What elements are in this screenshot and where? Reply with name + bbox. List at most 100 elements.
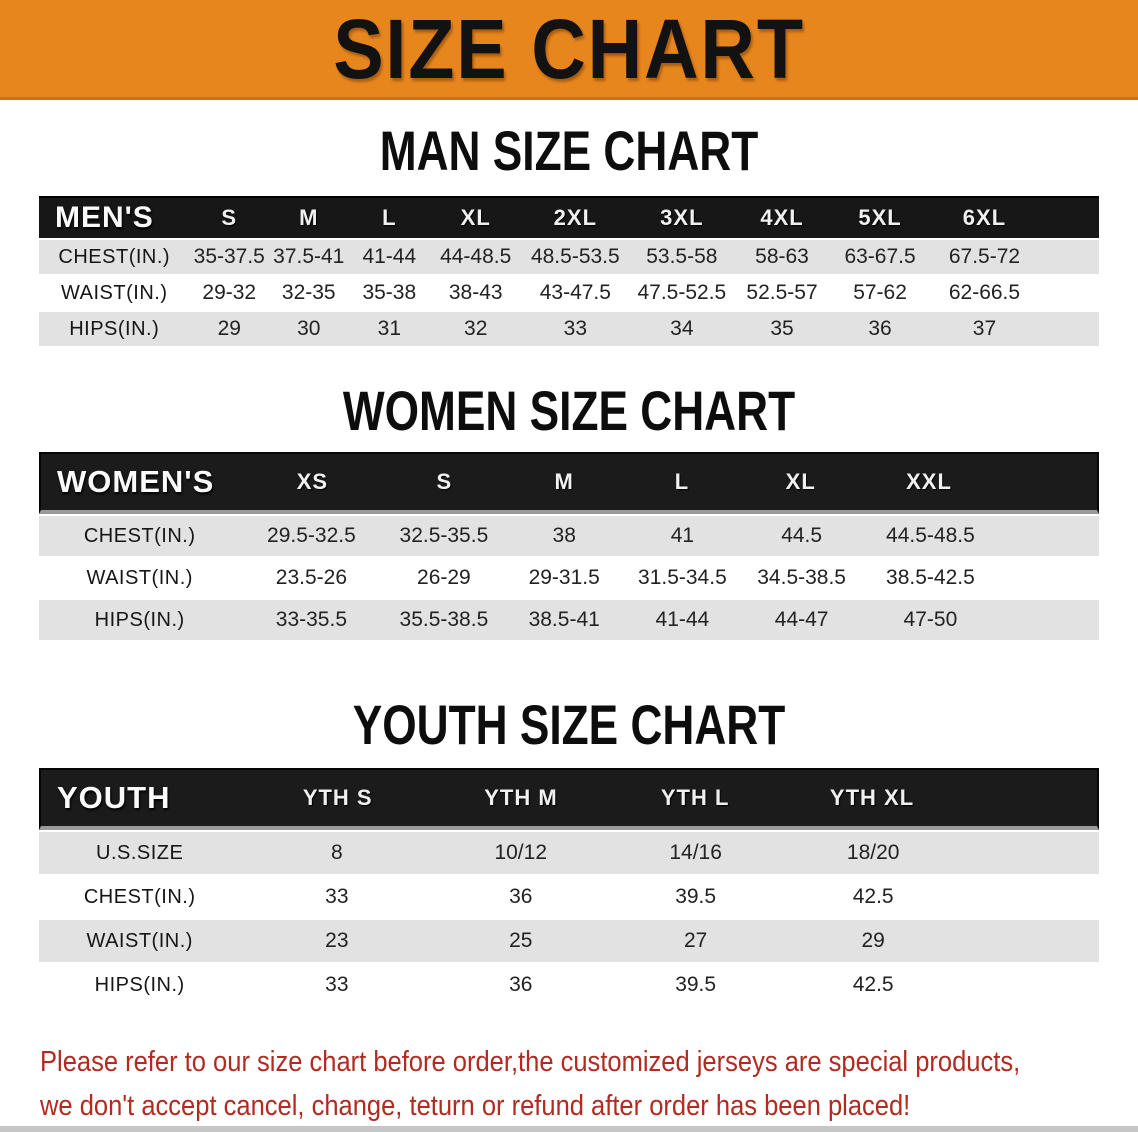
- bottom-edge-strip: [0, 1126, 1138, 1132]
- size-column-header: YTH XL: [829, 785, 915, 810]
- size-cell: 29-32: [202, 281, 257, 304]
- row-label: WAIST(IN.): [61, 281, 168, 304]
- youth-size-table: YOUTH YTH S YTH M YTH L YTH XL U.S.SIZE …: [39, 768, 1099, 1006]
- size-cell: 29.5-32.5: [267, 524, 356, 547]
- size-cell: 37: [972, 317, 997, 340]
- row-label: CHEST(IN.): [83, 524, 196, 547]
- size-cell: 39.5: [675, 973, 717, 996]
- size-cell: 14/16: [669, 841, 722, 864]
- women-hips-row: HIPS(IN.) 33-35.5 35.5-38.5 38.5-41 41-4…: [39, 600, 1099, 640]
- women-size-table: WOMEN'S XS S M L XL XXL CHEST(IN.) 29.5-…: [39, 452, 1099, 640]
- disclaimer-text: Please refer to our size chart before or…: [40, 1040, 1021, 1128]
- size-column-header: 3XL: [660, 205, 704, 230]
- size-cell: 38: [552, 524, 576, 547]
- men-corner-label: MEN'S: [55, 201, 154, 234]
- size-column-header: YTH S: [302, 785, 373, 810]
- row-spacer: [963, 964, 1099, 1006]
- size-cell: 35-38: [362, 281, 417, 304]
- row-spacer: [1039, 312, 1099, 346]
- size-cell: 44.5: [781, 524, 823, 547]
- size-cell: 36: [509, 973, 533, 996]
- women-chest-row: CHEST(IN.) 29.5-32.5 32.5-35.5 38 41 44.…: [39, 516, 1099, 556]
- women-waist-row: WAIST(IN.) 23.5-26 26-29 29-31.5 31.5-34…: [39, 558, 1099, 598]
- size-cell: 44-48.5: [440, 245, 512, 268]
- men-hips-row: HIPS(IN.) 29 30 31 32 33 34 35 36 37: [39, 312, 1099, 346]
- size-cell: 34: [670, 317, 694, 340]
- youth-section-heading: YOUTH SIZE CHART: [352, 693, 786, 756]
- size-cell: 35.5-38.5: [399, 608, 489, 631]
- size-cell: 32.5-35.5: [399, 524, 489, 547]
- youth-waist-row: WAIST(IN.) 23 25 27 29: [39, 920, 1099, 962]
- row-label: U.S.SIZE: [96, 841, 184, 864]
- row-label: HIPS(IN.): [69, 317, 160, 340]
- women-section-heading: WOMEN SIZE CHART: [342, 379, 796, 442]
- size-column-header: M: [299, 205, 319, 230]
- row-label: WAIST(IN.): [86, 929, 193, 952]
- size-cell: 42.5: [852, 973, 894, 996]
- banner: SIZE CHART: [0, 0, 1138, 100]
- row-spacer: [1039, 240, 1099, 274]
- row-spacer: [963, 876, 1099, 918]
- row-label: WAIST(IN.): [86, 566, 193, 589]
- size-cell: 37.5-41: [273, 245, 345, 268]
- size-cell: 25: [509, 929, 533, 952]
- row-spacer: [999, 516, 1099, 556]
- size-cell: 41: [670, 524, 695, 547]
- size-cell: 53.5-58: [646, 245, 718, 268]
- size-cell: 47.5-52.5: [637, 281, 727, 304]
- banner-title: SIZE CHART: [333, 1, 805, 96]
- men-waist-row: WAIST(IN.) 29-32 32-35 35-38 38-43 43-47…: [39, 276, 1099, 310]
- size-cell: 63-67.5: [844, 245, 916, 268]
- size-cell: 43-47.5: [539, 281, 611, 304]
- size-cell: 36: [509, 885, 533, 908]
- size-cell: 32: [464, 317, 488, 340]
- size-column-header: M: [554, 469, 574, 494]
- size-cell: 67.5-72: [948, 245, 1021, 268]
- disclaimer-line-1: Please refer to our size chart before or…: [40, 1046, 1021, 1078]
- size-cell: 58-63: [755, 245, 809, 268]
- size-cell: 8: [331, 841, 343, 864]
- size-column-header: S: [436, 469, 453, 494]
- size-column-header: YTH M: [484, 785, 558, 810]
- row-spacer: [1039, 276, 1099, 310]
- size-cell: 34.5-38.5: [757, 566, 846, 589]
- size-cell: 10/12: [494, 841, 548, 864]
- row-label: CHEST(IN.): [83, 885, 196, 908]
- women-corner-label: WOMEN'S: [57, 464, 215, 499]
- size-column-header: 6XL: [962, 205, 1007, 230]
- size-cell: 31: [377, 317, 401, 340]
- size-cell: 48.5-53.5: [530, 245, 620, 268]
- size-column-header: XL: [785, 469, 816, 494]
- row-spacer: [963, 832, 1099, 874]
- size-cell: 44-47: [774, 608, 829, 631]
- size-column-header: YTH L: [660, 785, 730, 810]
- size-column-header: L: [674, 469, 690, 494]
- size-cell: 33-35.5: [275, 608, 348, 631]
- size-cell: 29: [217, 317, 241, 340]
- youth-corner-label: YOUTH: [57, 780, 171, 815]
- size-cell: 39.5: [675, 885, 717, 908]
- size-column-header: S: [221, 205, 238, 230]
- size-cell: 35-37.5: [193, 245, 265, 268]
- size-column-header: XL: [460, 205, 491, 230]
- size-cell: 41-44: [655, 608, 710, 631]
- size-cell: 44.5-48.5: [886, 524, 975, 547]
- disclaimer-line-2: we don't accept cancel, change, teturn o…: [40, 1090, 911, 1122]
- size-column-header: XS: [296, 469, 329, 494]
- youth-us-size-row: U.S.SIZE 8 10/12 14/16 18/20: [39, 832, 1099, 874]
- men-chest-row: CHEST(IN.) 35-37.5 37.5-41 41-44 44-48.5…: [39, 240, 1099, 274]
- size-cell: 52.5-57: [746, 281, 818, 304]
- size-cell: 36: [868, 317, 892, 340]
- row-label: CHEST(IN.): [58, 245, 171, 268]
- size-cell: 33: [325, 973, 349, 996]
- size-column-header: 2XL: [553, 205, 598, 230]
- size-cell: 47-50: [903, 608, 958, 631]
- men-section-heading: MAN SIZE CHART: [379, 119, 759, 182]
- row-label: HIPS(IN.): [94, 608, 185, 631]
- size-cell: 31.5-34.5: [638, 566, 727, 589]
- youth-chest-row: CHEST(IN.) 33 36 39.5 42.5: [39, 876, 1099, 918]
- row-label: HIPS(IN.): [94, 973, 185, 996]
- youth-table-header-row: YOUTH YTH S YTH M YTH L YTH XL: [39, 768, 1099, 830]
- size-column-header: 5XL: [858, 205, 902, 230]
- size-cell: 29-31.5: [528, 566, 600, 589]
